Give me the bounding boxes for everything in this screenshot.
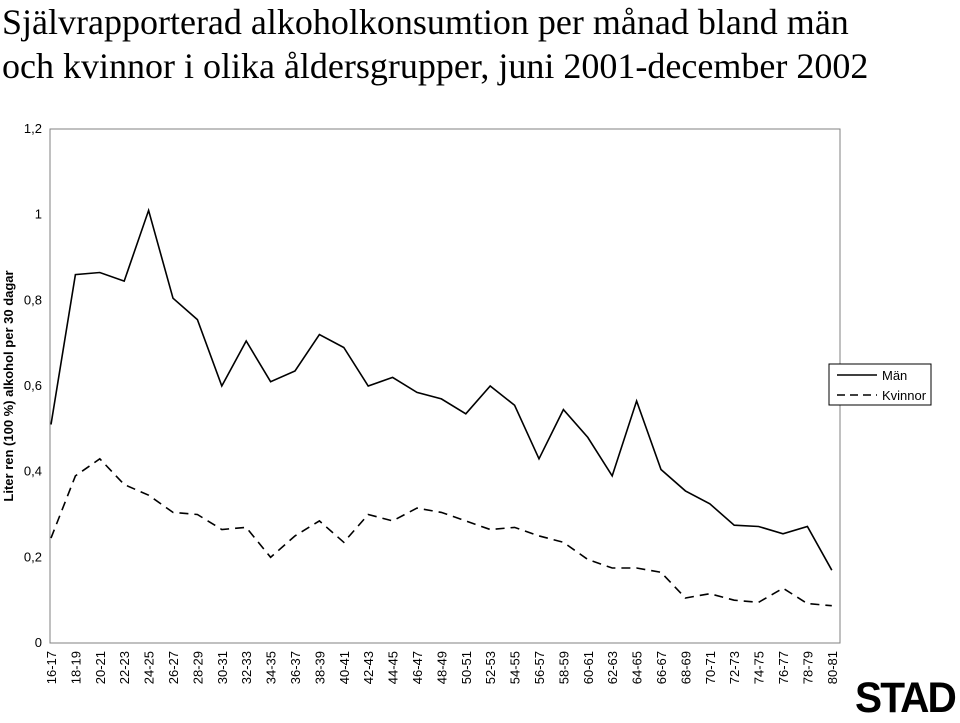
x-tick-label: 60-61 — [581, 651, 596, 684]
x-tick-label: 48-49 — [434, 651, 449, 684]
stad-logo: STAD — [855, 674, 957, 716]
x-tick-label: 66-67 — [654, 651, 669, 684]
x-tick-label: 30-31 — [215, 651, 230, 684]
x-tick-label: 32-33 — [239, 651, 254, 684]
chart-title: Självrapporterad alkoholkonsumtion per m… — [2, 0, 942, 88]
series-line-woman — [50, 457, 832, 607]
y-tick-label: 1,2 — [24, 121, 42, 136]
x-tick-label: 22-23 — [117, 651, 132, 684]
y-tick-label: 1 — [35, 207, 42, 222]
x-tick-label: 40-41 — [337, 651, 352, 684]
x-tick-label: 62-63 — [605, 651, 620, 684]
series-lines — [50, 207, 833, 607]
x-tick-label: 64-65 — [630, 651, 645, 684]
y-axis-label: Liter ren (100 %) alkohol per 30 dagar — [1, 270, 16, 501]
x-tick-label: 78-79 — [800, 651, 815, 684]
x-tick-label: 52-53 — [483, 651, 498, 684]
x-tick-label: 72-73 — [727, 651, 742, 684]
y-tick-label: 0,4 — [24, 464, 42, 479]
x-tick-label: 34-35 — [264, 651, 279, 684]
y-tick-label: 0 — [35, 635, 42, 650]
legend-label-woman: Kvinnor — [882, 388, 927, 403]
svg-text:STAD: STAD — [855, 674, 956, 716]
x-tick-label: 68-69 — [678, 651, 693, 684]
legend-label-man: Män — [882, 368, 907, 383]
x-tick-label: 74-75 — [752, 651, 767, 684]
chart-title-line2: och kvinnor i olika åldersgrupper, juni … — [2, 46, 869, 86]
x-tick-label: 76-77 — [776, 651, 791, 684]
x-tick-label: 42-43 — [361, 651, 376, 684]
x-tick-label: 46-47 — [410, 651, 425, 684]
x-tick-label: 80-81 — [825, 651, 840, 684]
x-tick-label: 36-37 — [288, 651, 303, 684]
x-tick-label: 44-45 — [386, 651, 401, 684]
x-tick-label: 56-57 — [532, 651, 547, 684]
x-tick-label: 54-55 — [508, 651, 523, 684]
series-line-man — [50, 207, 833, 571]
x-axis-ticks: 16-17 18-19 20-21 22-23 24-25 26-27 28-29 30-31… — [44, 651, 840, 684]
y-axis-ticks: 0 0,2 0,4 0,6 0,8 1 1,2 — [24, 121, 42, 650]
legend: Män Kvinnor — [828, 363, 932, 406]
legend-box — [828, 363, 932, 406]
y-tick-label: 0,2 — [24, 549, 42, 564]
x-tick-label: 70-71 — [703, 651, 718, 684]
x-tick-label: 24-25 — [142, 651, 157, 684]
x-tick-label: 16-17 — [44, 651, 59, 684]
x-tick-label: 58-59 — [556, 651, 571, 684]
x-tick-label: 26-27 — [166, 651, 181, 684]
x-tick-label: 50-51 — [459, 651, 474, 684]
x-tick-label: 18-19 — [68, 651, 83, 684]
x-tick-label: 28-29 — [190, 651, 205, 684]
y-tick-label: 0,8 — [24, 292, 42, 307]
plot-area-frame — [49, 128, 841, 644]
chart-title-line1: Självrapporterad alkoholkonsumtion per m… — [2, 2, 849, 42]
x-tick-label: 38-39 — [312, 651, 327, 684]
x-tick-label: 20-21 — [93, 651, 108, 684]
y-tick-label: 0,6 — [24, 378, 42, 393]
